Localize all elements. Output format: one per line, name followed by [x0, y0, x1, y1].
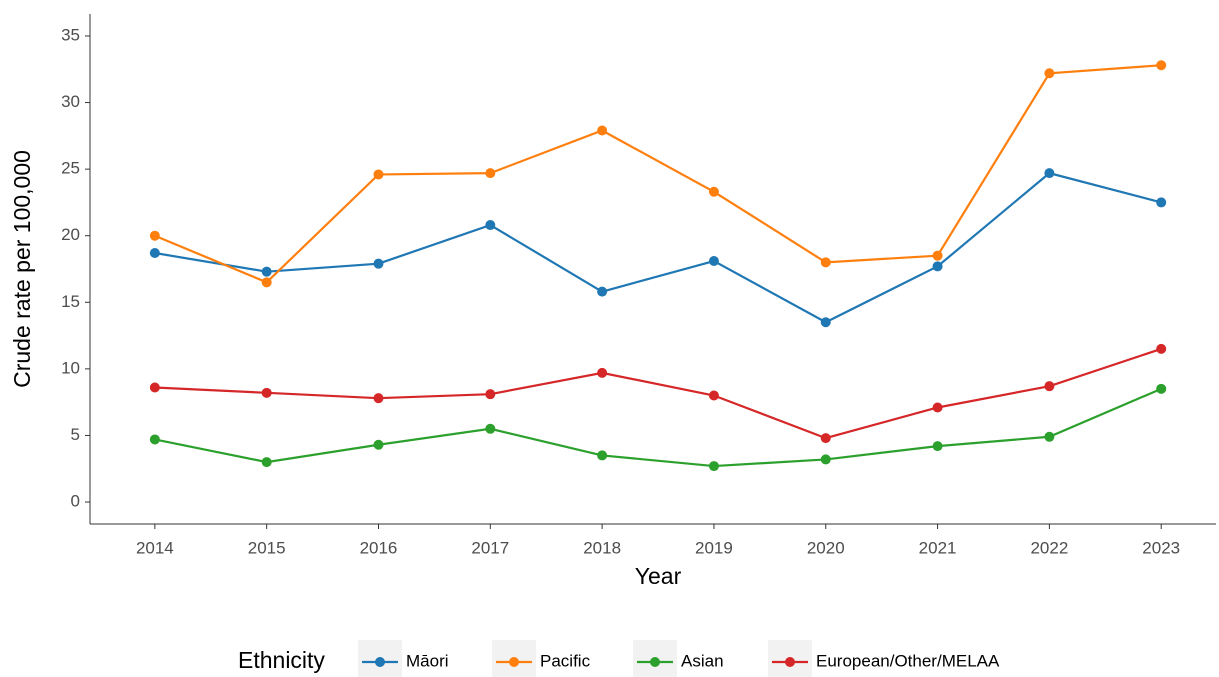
- data-point: [708, 186, 719, 197]
- series-line: [154, 171, 1162, 324]
- y-tick-label: 25: [61, 159, 80, 178]
- x-tick-label: 2021: [919, 538, 957, 557]
- data-point: [149, 434, 160, 445]
- data-point: [932, 261, 943, 272]
- data-point: [820, 257, 831, 268]
- data-point: [820, 454, 831, 465]
- data-point: [485, 423, 496, 434]
- data-point: [149, 382, 160, 393]
- legend-label: Māori: [406, 651, 449, 670]
- data-point: [708, 461, 719, 472]
- data-point: [597, 125, 608, 136]
- data-point: [597, 450, 608, 461]
- legend-label: European/Other/MELAA: [816, 651, 1000, 670]
- data-point: [1156, 383, 1167, 394]
- x-tick-label: 2017: [471, 538, 509, 557]
- x-tick-label: 2016: [360, 538, 398, 557]
- data-point: [1156, 60, 1167, 71]
- data-point: [597, 367, 608, 378]
- legend-title: Ethnicity: [238, 647, 325, 673]
- data-point: [708, 390, 719, 401]
- data-point: [820, 433, 831, 444]
- y-tick-label: 20: [61, 225, 80, 244]
- x-tick-label: 2019: [695, 538, 733, 557]
- x-tick-label: 2014: [136, 538, 174, 557]
- y-axis-title: Crude rate per 100,000: [9, 150, 35, 388]
- x-tick-label: 2018: [583, 538, 621, 557]
- data-point: [932, 250, 943, 261]
- data-point: [932, 402, 943, 413]
- data-point: [373, 258, 384, 269]
- y-tick-label: 10: [61, 358, 80, 377]
- x-tick-label: 2022: [1030, 538, 1068, 557]
- series-line: [154, 347, 1162, 440]
- series-line: [154, 64, 1162, 284]
- x-tick-label: 2020: [807, 538, 845, 557]
- data-point: [485, 389, 496, 400]
- data-point: [373, 169, 384, 180]
- y-tick-label: 0: [71, 492, 80, 511]
- legend-label: Pacific: [540, 651, 591, 670]
- data-point: [597, 286, 608, 297]
- data-point: [373, 439, 384, 450]
- legend-key-point: [785, 657, 795, 667]
- legend-label: Asian: [681, 651, 724, 670]
- legend-key-point: [375, 657, 385, 667]
- x-axis-title: Year: [635, 563, 682, 589]
- data-point: [1044, 431, 1055, 442]
- data-point: [1044, 381, 1055, 392]
- y-tick-label: 30: [61, 92, 80, 111]
- data-point: [261, 277, 272, 288]
- data-point: [261, 266, 272, 277]
- data-point: [373, 393, 384, 404]
- legend-key-point: [650, 657, 660, 667]
- data-point: [149, 248, 160, 259]
- data-point: [820, 317, 831, 328]
- data-point: [708, 256, 719, 267]
- y-tick-label: 15: [61, 292, 80, 311]
- data-point: [932, 441, 943, 452]
- legend-key-point: [509, 657, 519, 667]
- data-point: [1156, 197, 1167, 208]
- series-line: [154, 387, 1162, 468]
- y-tick-label: 5: [71, 425, 80, 444]
- data-point: [485, 220, 496, 231]
- x-tick-label: 2023: [1142, 538, 1180, 557]
- y-tick-label: 35: [61, 25, 80, 44]
- data-point: [485, 168, 496, 179]
- x-tick-label: 2015: [248, 538, 286, 557]
- data-point: [1156, 343, 1167, 354]
- data-point: [1044, 168, 1055, 179]
- data-point: [261, 387, 272, 398]
- data-point: [261, 457, 272, 468]
- data-point: [1044, 68, 1055, 79]
- data-point: [149, 230, 160, 241]
